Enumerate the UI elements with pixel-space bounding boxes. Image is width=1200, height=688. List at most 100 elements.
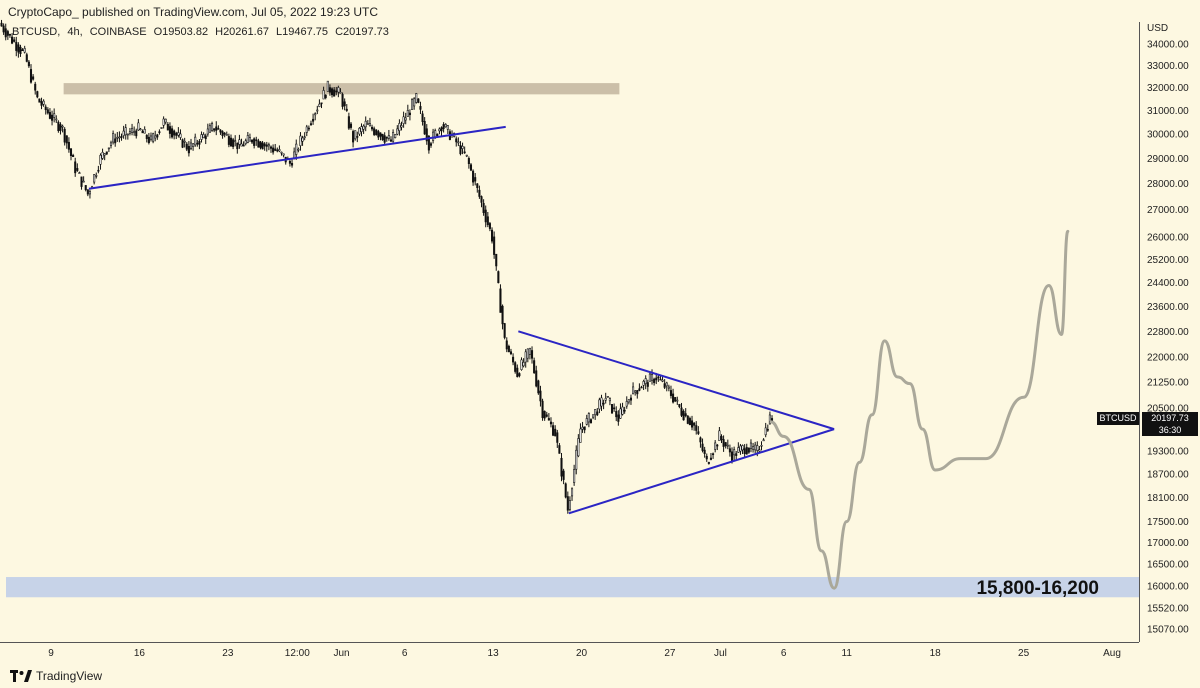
- exchange-label: COINBASE: [89, 26, 147, 38]
- candle-body: [259, 141, 262, 148]
- candle-body: [322, 90, 325, 100]
- y-tick-label: 34000.00: [1147, 40, 1189, 51]
- candle-body: [213, 128, 216, 131]
- candle-body: [661, 379, 664, 382]
- x-tick-label: 23: [222, 648, 234, 659]
- candle-body: [175, 132, 178, 136]
- candle-body: [421, 113, 424, 122]
- candle-body: [644, 378, 647, 384]
- candle-body: [177, 132, 180, 136]
- candle-body: [261, 142, 264, 150]
- time-axis[interactable]: [0, 642, 1139, 665]
- candle-body: [581, 426, 584, 430]
- interval-label[interactable]: 4h,: [67, 26, 83, 38]
- candle-body: [0, 22, 3, 27]
- candle-body: [558, 445, 561, 454]
- candle-body: [541, 400, 544, 418]
- candle-body: [646, 382, 649, 387]
- candle-body: [38, 98, 41, 103]
- candles-layer: [0, 19, 774, 514]
- candle-body: [238, 139, 241, 145]
- candle-body: [137, 122, 140, 131]
- candle-body: [200, 134, 203, 140]
- candle-body: [8, 33, 11, 36]
- candle-body: [343, 101, 346, 107]
- candle-body: [486, 216, 489, 225]
- candle-body: [352, 131, 355, 143]
- candle-body: [756, 445, 759, 451]
- candle-body: [61, 125, 64, 128]
- candle-body: [389, 139, 393, 142]
- candle-body: [410, 99, 414, 110]
- candle-body: [158, 131, 161, 133]
- symbol-label[interactable]: BTCUSD,: [12, 26, 61, 38]
- candle-body: [596, 411, 599, 416]
- candle-body: [234, 140, 237, 142]
- candle-body: [223, 132, 226, 135]
- y-tick-label: 23600.00: [1147, 302, 1189, 313]
- candle-body: [650, 374, 654, 381]
- candle-body: [291, 163, 294, 166]
- candle-body: [608, 398, 611, 402]
- candle-body: [109, 142, 113, 146]
- candle-body: [63, 128, 66, 143]
- candle-body: [739, 445, 742, 452]
- candle-body: [415, 93, 418, 103]
- candle-body: [438, 128, 441, 132]
- candle-body: [659, 378, 662, 381]
- candle-body: [758, 449, 761, 452]
- x-tick-label: 9: [48, 648, 54, 659]
- candle-body: [370, 126, 374, 130]
- candle-body: [436, 133, 439, 137]
- candle-body: [349, 123, 353, 128]
- candle-body: [429, 143, 433, 146]
- y-tick-label: 26000.00: [1147, 232, 1189, 243]
- candle-body: [97, 169, 100, 172]
- candle-body: [32, 76, 35, 80]
- y-tick-label: 15520.00: [1147, 603, 1189, 614]
- candle-body: [326, 80, 329, 92]
- candle-body: [697, 431, 700, 434]
- candle-body: [131, 128, 134, 133]
- candle-body: [579, 428, 582, 443]
- candle-body: [684, 413, 687, 417]
- candle-body: [72, 155, 75, 158]
- candle-body: [402, 116, 405, 124]
- candle-body: [236, 142, 239, 150]
- candle-body: [112, 133, 115, 143]
- candle-body: [457, 141, 460, 144]
- candle-body: [11, 36, 14, 44]
- candle-body: [657, 376, 660, 379]
- candle-body: [533, 360, 536, 373]
- candle-body: [507, 345, 510, 353]
- candle-body: [139, 128, 142, 131]
- candle-body: [13, 39, 16, 42]
- tradingview-brand[interactable]: TradingView: [36, 669, 103, 683]
- candle-body: [406, 110, 409, 117]
- candle-body: [23, 48, 26, 53]
- candle-body: [552, 425, 555, 436]
- zones-layer: [6, 83, 1139, 598]
- candle-body: [509, 351, 513, 355]
- price-axis[interactable]: [1139, 22, 1200, 642]
- candle-body: [156, 134, 159, 138]
- candle-body: [320, 102, 323, 105]
- y-tick-label: 16000.00: [1147, 581, 1189, 592]
- candle-body: [227, 136, 230, 145]
- candle-body: [512, 356, 515, 363]
- candle-body: [583, 426, 586, 431]
- candle-body: [655, 377, 658, 381]
- candle-body: [339, 91, 342, 94]
- trendline: [518, 330, 835, 431]
- candle-body: [524, 351, 527, 363]
- candle-body: [573, 469, 576, 483]
- x-tick-label: 13: [488, 648, 500, 659]
- candle-body: [490, 229, 494, 242]
- candle-body: [229, 137, 233, 147]
- candle-body: [2, 25, 5, 33]
- tradingview-logo-icon[interactable]: [10, 669, 32, 683]
- candle-body: [440, 127, 443, 132]
- candle-body: [621, 406, 624, 415]
